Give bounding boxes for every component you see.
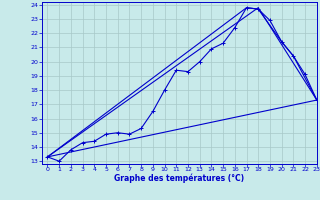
X-axis label: Graphe des températures (°C): Graphe des températures (°C) bbox=[114, 174, 244, 183]
